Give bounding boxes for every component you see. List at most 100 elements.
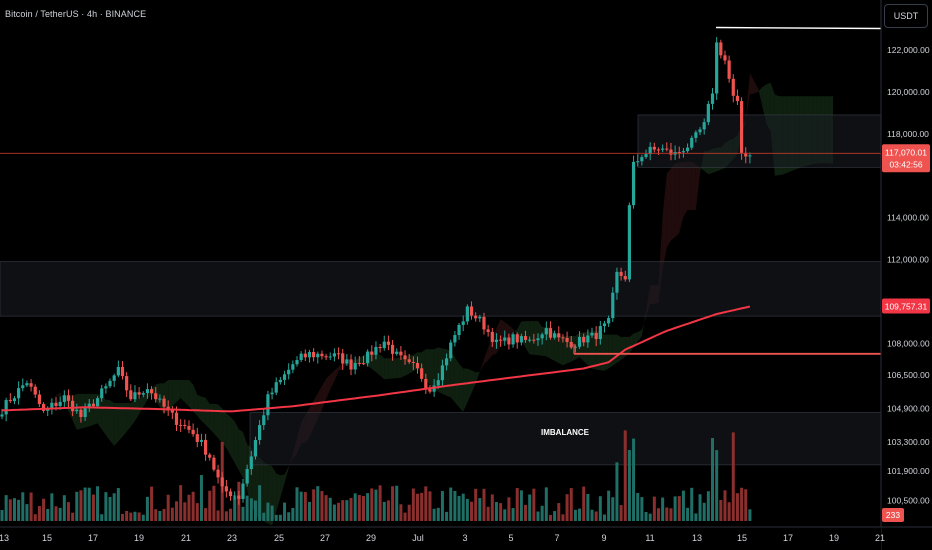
cloud-segment xyxy=(641,310,647,336)
volume-bar xyxy=(316,486,320,521)
candle-body xyxy=(100,388,104,399)
volume-bar xyxy=(565,494,569,521)
volume-bar xyxy=(54,506,58,521)
candle-body xyxy=(8,400,12,402)
candle-body xyxy=(727,60,731,79)
candle-body xyxy=(478,316,482,319)
volume-bar xyxy=(548,514,552,521)
candle-body xyxy=(656,149,661,151)
candle-body xyxy=(258,425,262,440)
volume-bar xyxy=(561,514,565,521)
candle-body xyxy=(361,363,366,365)
volume-bar xyxy=(615,462,619,521)
cloud-segment xyxy=(604,334,609,371)
candle-body xyxy=(174,412,179,425)
cloud-segment xyxy=(89,393,94,427)
candle-body xyxy=(87,403,91,409)
candle-body xyxy=(29,383,33,387)
candle-countdown: 03:42:56 xyxy=(889,159,922,169)
currency-button[interactable]: USDT xyxy=(884,4,928,28)
cloud-segment xyxy=(326,374,331,399)
volume-bar xyxy=(436,507,440,521)
cloud-segment xyxy=(500,319,505,346)
cloud-segment xyxy=(392,358,397,379)
volume-bar xyxy=(278,514,282,521)
candle-body xyxy=(0,414,4,417)
volume-bar xyxy=(12,498,16,521)
cloud-segment xyxy=(400,357,406,378)
cloud-segment xyxy=(105,399,111,441)
volume-bar xyxy=(283,502,287,521)
candle-body xyxy=(428,389,432,392)
candle-body xyxy=(644,154,648,158)
cloud-segment xyxy=(205,397,210,430)
cloud-segment xyxy=(172,379,177,406)
candle-body xyxy=(149,389,154,394)
time-tick-label: 27 xyxy=(320,533,330,543)
candle-body xyxy=(71,400,75,412)
candle-body xyxy=(390,344,395,354)
cloud-segment xyxy=(384,358,389,380)
candle-body xyxy=(507,337,511,345)
candle-body xyxy=(565,337,569,342)
volume-bar xyxy=(407,504,411,521)
cloud-segment xyxy=(475,371,480,384)
cloud-segment xyxy=(334,366,339,382)
volume-bar xyxy=(216,510,220,521)
candle-body xyxy=(162,398,166,407)
candle-body xyxy=(270,392,274,395)
cloud-segment xyxy=(284,466,289,484)
candle-body xyxy=(133,392,137,400)
price-tick-label: 101,900.00 xyxy=(887,466,930,476)
volume-bar xyxy=(748,509,752,521)
candle-body xyxy=(681,151,686,153)
cloud-segment xyxy=(479,359,484,372)
candle-body xyxy=(129,390,133,400)
volume-bar xyxy=(274,514,278,521)
candle-body xyxy=(631,161,636,206)
candle-body xyxy=(669,149,673,155)
volume-bar xyxy=(391,486,395,521)
candle-body xyxy=(278,379,282,383)
volume-bar xyxy=(598,496,602,521)
price-tick-label: 118,000.00 xyxy=(887,129,929,139)
cloud-segment xyxy=(483,347,489,364)
cloud-segment xyxy=(554,333,559,364)
cloud-segment xyxy=(380,354,385,380)
candle-body xyxy=(474,315,478,319)
volume-bar xyxy=(328,497,332,521)
volume-bar xyxy=(370,488,374,521)
cloud-segment xyxy=(600,331,605,371)
volume-bar xyxy=(0,510,4,521)
volume-bar xyxy=(58,507,62,521)
volume-bar xyxy=(731,432,735,521)
cloud-segment xyxy=(537,321,543,356)
candle-body xyxy=(748,155,752,157)
volume-bar xyxy=(191,491,195,521)
candle-body xyxy=(112,375,116,381)
price-axis-panel[interactable] xyxy=(881,0,932,550)
price-tick-label: 103,300.00 xyxy=(887,437,930,447)
cloud-segment xyxy=(371,351,376,373)
cloud-segment xyxy=(695,164,701,210)
volume-bar xyxy=(461,493,465,521)
volume-bar xyxy=(677,496,681,521)
volume-bar xyxy=(673,496,677,521)
candle-body xyxy=(249,456,253,470)
cloud-segment xyxy=(338,363,343,371)
candle-body xyxy=(12,398,17,402)
volume-bar xyxy=(715,450,719,521)
time-axis-ticks: 13 15 17 19 21 23 25 27 29 Jul 3 5 7 9 11 13 15 17 19 21 xyxy=(0,533,885,543)
candle-body xyxy=(349,359,353,370)
cloud-segment xyxy=(409,355,414,374)
volume-bar xyxy=(669,508,673,521)
time-axis-panel[interactable] xyxy=(0,527,881,550)
volume-bar xyxy=(706,491,710,521)
cloud-segment xyxy=(450,351,455,403)
candle-body xyxy=(212,457,216,470)
volume-bar xyxy=(382,501,386,521)
volume-bar xyxy=(378,485,382,521)
volume-bar xyxy=(652,496,656,521)
volume-bar xyxy=(399,504,403,521)
